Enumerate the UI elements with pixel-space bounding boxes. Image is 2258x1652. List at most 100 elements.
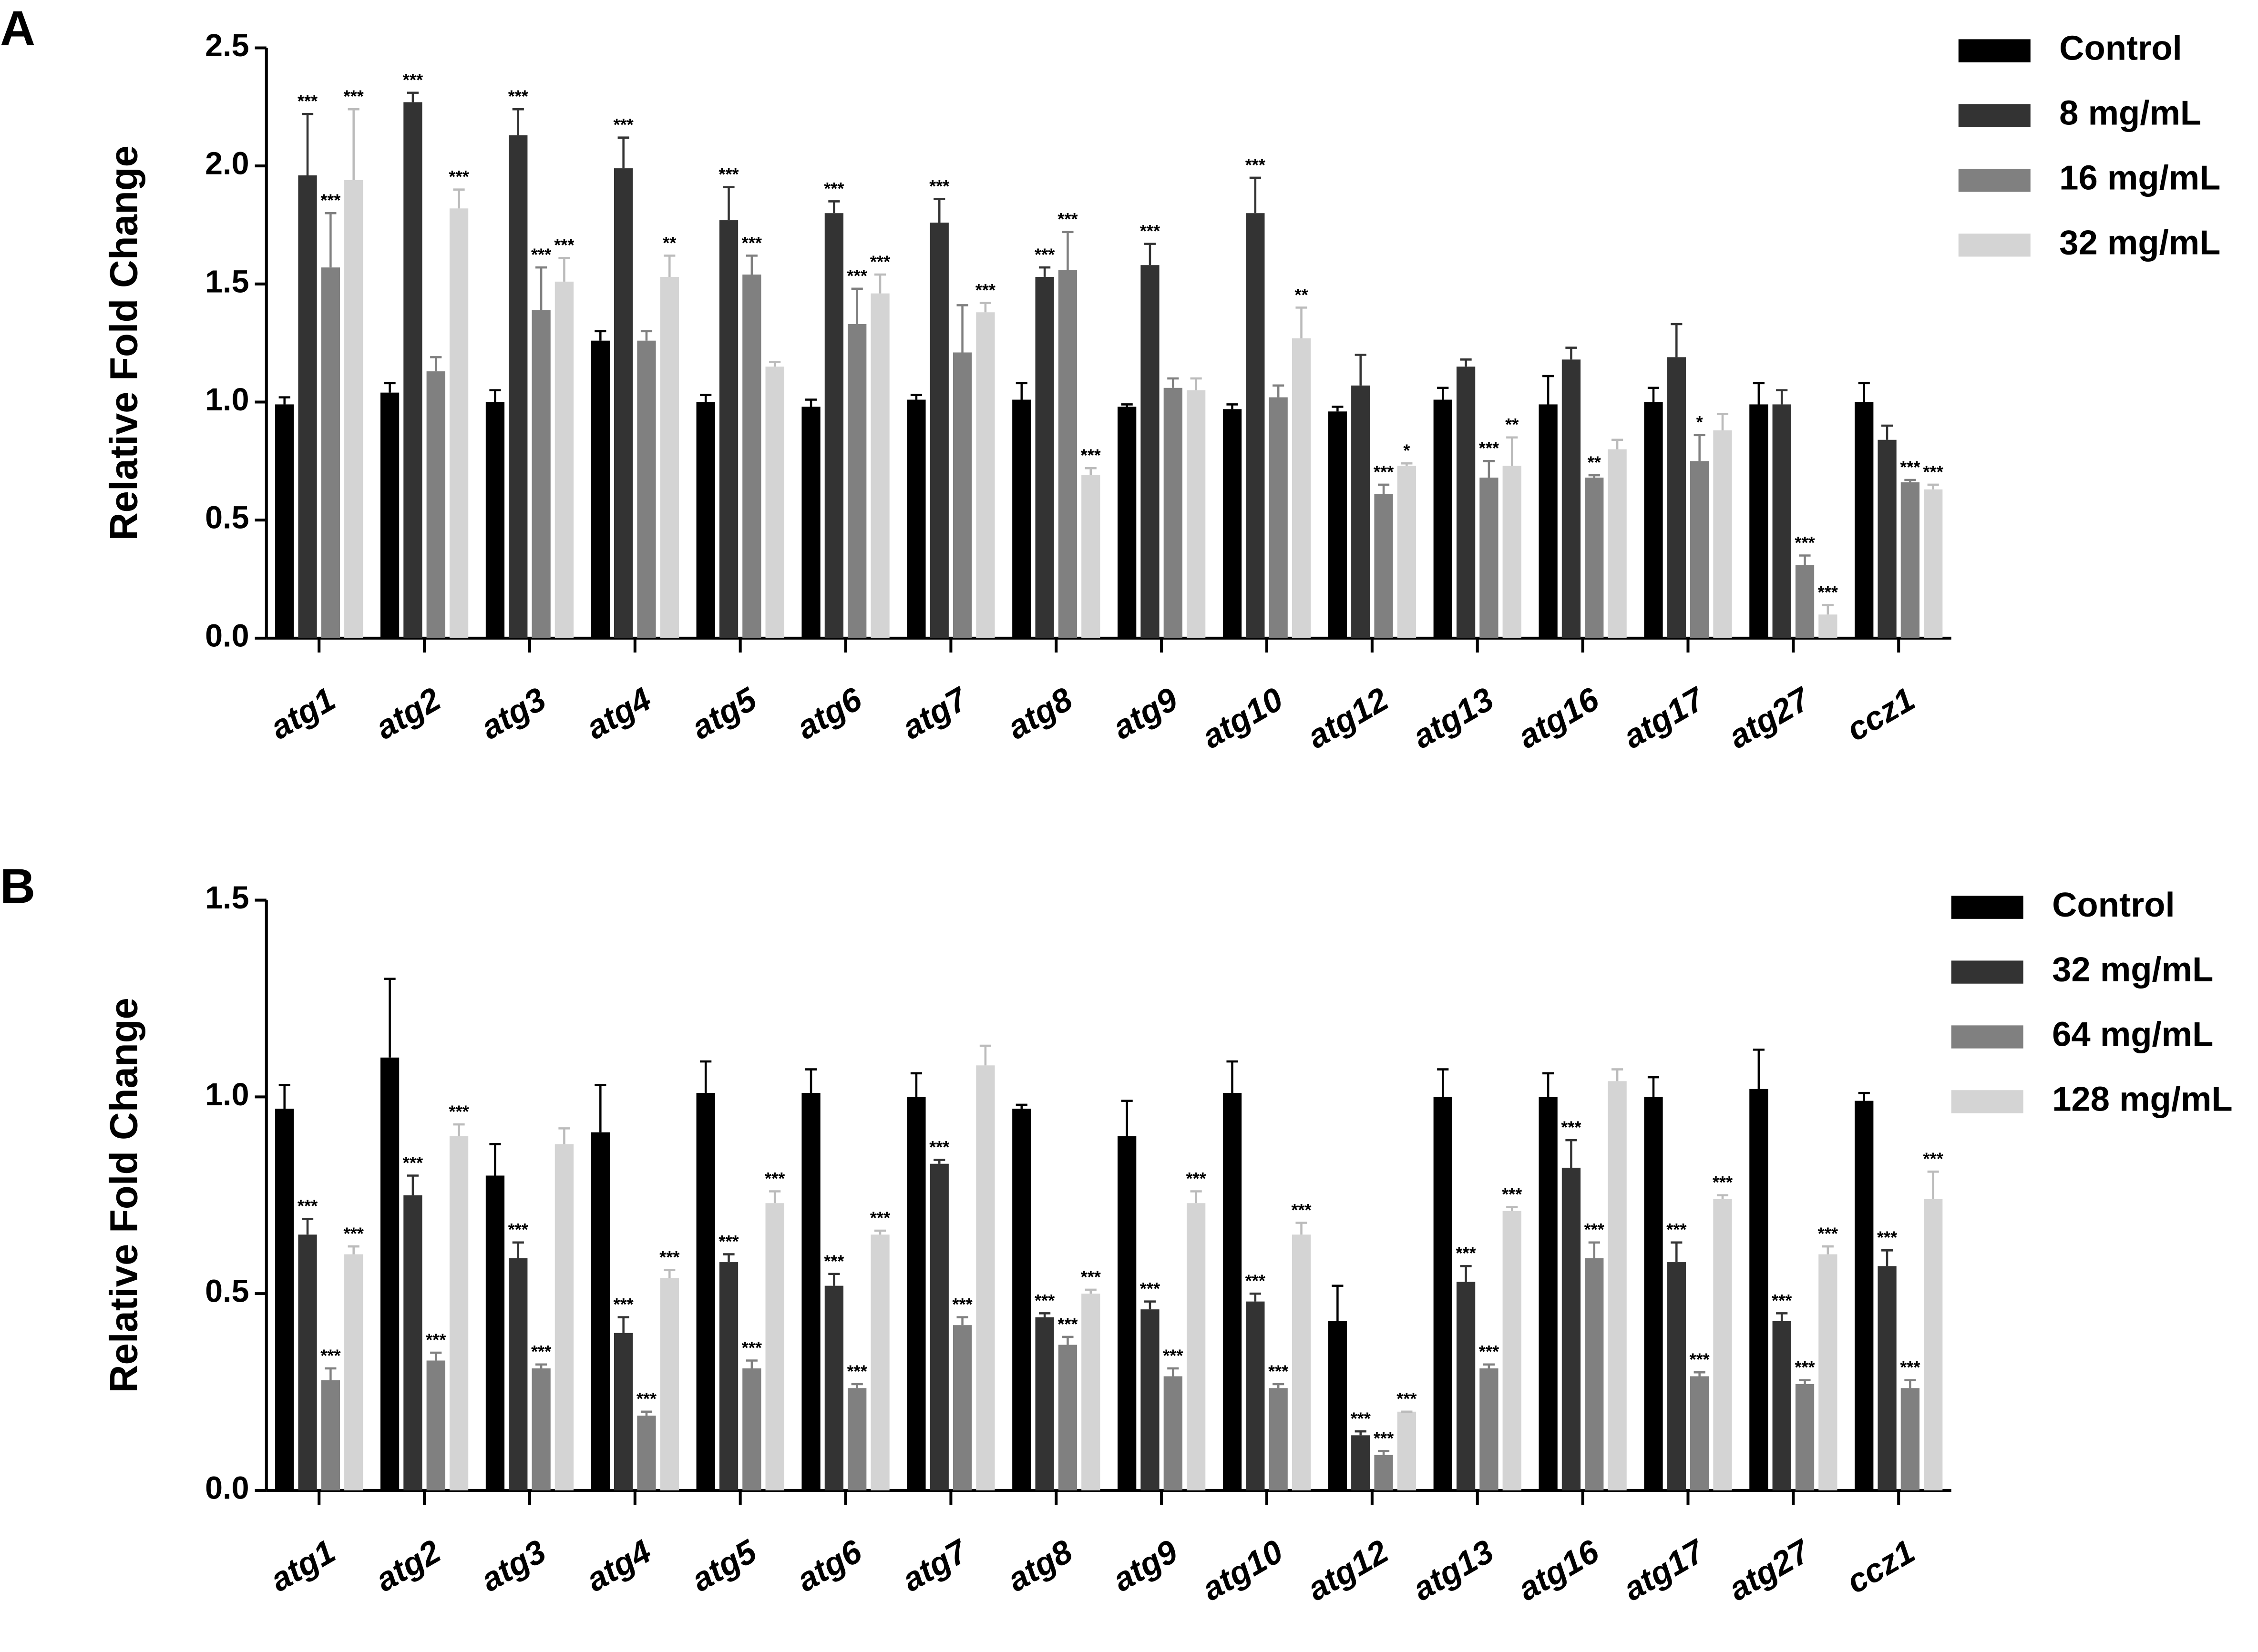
significance-label: *** — [1374, 1428, 1394, 1448]
significance-label: *** — [1689, 1350, 1710, 1369]
significance-label: *** — [742, 233, 762, 253]
x-tick-label: atg10 — [1196, 680, 1289, 755]
bar — [907, 1097, 926, 1490]
significance-label: *** — [1877, 1228, 1898, 1247]
bar — [1900, 1388, 1920, 1490]
legend-swatch — [1958, 104, 2031, 127]
significance-label: *** — [1666, 1220, 1687, 1239]
bar — [1081, 1294, 1100, 1490]
significance-label: *** — [426, 1330, 446, 1349]
bar — [696, 402, 715, 638]
bar — [930, 223, 949, 638]
bar — [1374, 1455, 1393, 1490]
bar — [953, 352, 972, 638]
significance-label: *** — [1081, 446, 1101, 465]
significance-label: *** — [508, 87, 529, 106]
significance-label: *** — [320, 1346, 341, 1365]
significance-label: *** — [718, 164, 739, 184]
significance-label: *** — [1245, 155, 1266, 174]
significance-label: *** — [1561, 1118, 1581, 1137]
bar — [1222, 409, 1242, 638]
bar — [298, 1234, 317, 1490]
legend-swatch — [1958, 39, 2031, 62]
x-tick-label: atg7 — [896, 1531, 975, 1599]
x-tick-label: atg6 — [790, 680, 868, 746]
bar — [1878, 1266, 1897, 1490]
significance-label: *** — [636, 1389, 657, 1408]
bar — [871, 293, 890, 638]
bar — [1269, 397, 1288, 638]
significance-label: *** — [1057, 1314, 1078, 1334]
significance-label: *** — [870, 252, 891, 271]
bar — [1187, 1203, 1206, 1490]
bar — [1118, 1136, 1137, 1490]
x-tick-label: atg7 — [896, 679, 975, 746]
significance-label: *** — [659, 1247, 680, 1267]
y-tick-label: 0.0 — [205, 618, 249, 653]
bar — [275, 404, 294, 638]
bar — [1855, 402, 1874, 638]
bar — [953, 1325, 972, 1490]
bar — [976, 312, 995, 638]
legend-label: Control — [2059, 29, 2182, 68]
x-tick-label: atg3 — [474, 1532, 552, 1599]
bar — [871, 1234, 890, 1490]
bar — [1900, 482, 1920, 638]
legend-label: 64 mg/mL — [2052, 1015, 2213, 1054]
bar — [1690, 1376, 1709, 1490]
bar — [637, 1416, 656, 1490]
bar — [848, 324, 867, 638]
significance-label: *** — [1772, 1291, 1792, 1310]
significance-label: *** — [1186, 1169, 1206, 1188]
bar — [1292, 1234, 1311, 1490]
significance-label: *** — [613, 1295, 634, 1314]
bar — [930, 1163, 949, 1490]
significance-label: *** — [1163, 1346, 1183, 1365]
significance-label: *** — [1795, 533, 1815, 552]
significance-label: *** — [1818, 1224, 1838, 1243]
bar — [976, 1065, 995, 1490]
y-tick-label: 1.5 — [205, 264, 249, 299]
significance-label: *** — [1245, 1271, 1266, 1291]
bar — [532, 1368, 551, 1490]
bar — [696, 1093, 715, 1490]
bar — [1667, 357, 1686, 638]
bar — [532, 310, 551, 638]
legend-swatch — [1951, 1090, 2023, 1113]
bar — [1795, 1384, 1815, 1490]
bar — [1058, 1345, 1078, 1490]
bar — [1749, 1089, 1768, 1490]
bar — [1608, 1081, 1627, 1490]
bar — [449, 1136, 469, 1490]
bar — [426, 371, 445, 638]
bar — [1924, 1199, 1943, 1490]
bar — [1012, 399, 1031, 638]
significance-label: *** — [298, 1196, 318, 1216]
bar — [660, 276, 679, 638]
bar — [614, 168, 633, 638]
significance-label: *** — [824, 179, 844, 198]
x-tick-label: atg16 — [1511, 1532, 1605, 1608]
bar — [1433, 1097, 1452, 1490]
significance-label: *** — [1713, 1173, 1733, 1192]
bar — [380, 392, 400, 638]
bar — [426, 1360, 445, 1490]
x-tick-label: atg9 — [1106, 680, 1184, 746]
significance-label: *** — [718, 1232, 739, 1251]
significance-label: *** — [1140, 1279, 1160, 1298]
bar — [1035, 276, 1054, 638]
x-tick-label: atg2 — [369, 1532, 447, 1599]
y-axis-label: Relative Fold Change — [102, 145, 145, 540]
x-tick-label: atg4 — [580, 680, 657, 746]
x-tick-label: ccz1 — [1840, 680, 1921, 748]
x-tick-label: atg8 — [1001, 1532, 1078, 1599]
bar — [1163, 388, 1182, 638]
significance-label: *** — [320, 191, 341, 210]
x-tick-label: atg5 — [685, 680, 763, 746]
bar — [403, 102, 422, 638]
legend-label: 32 mg/mL — [2059, 223, 2220, 262]
panel-label: B — [0, 859, 35, 914]
significance-label: *** — [1923, 462, 1944, 481]
y-tick-label: 0.5 — [205, 1274, 249, 1309]
significance-label: ** — [663, 233, 677, 253]
